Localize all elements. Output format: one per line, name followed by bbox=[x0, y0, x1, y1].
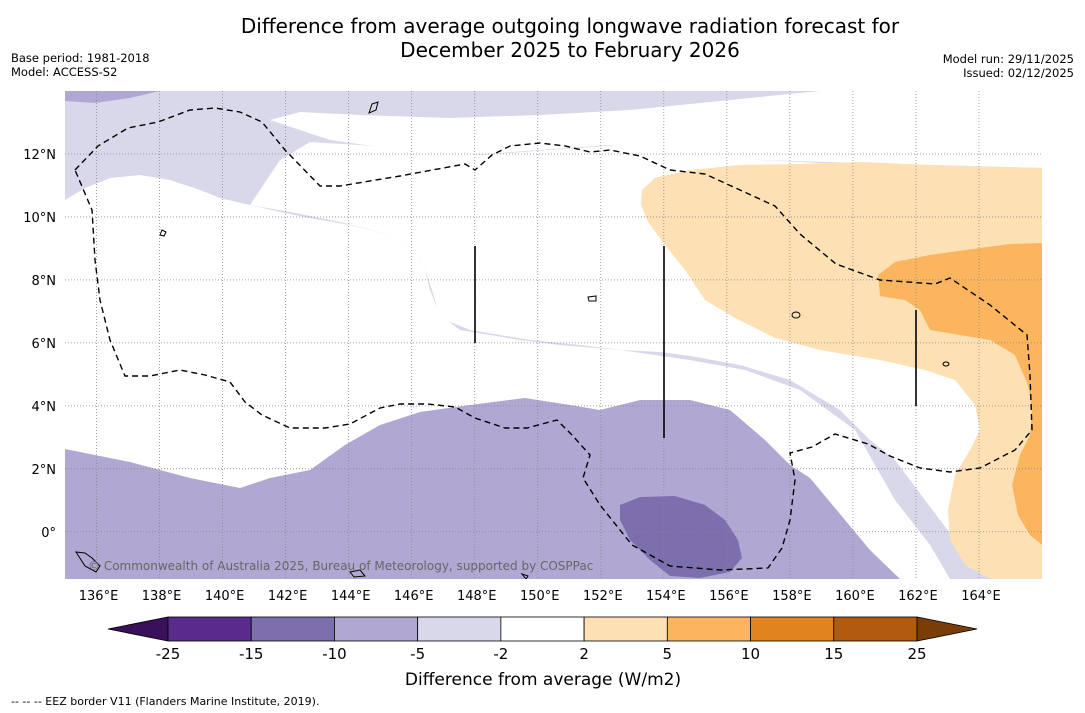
lat-tick-label: 6°N bbox=[32, 337, 57, 352]
lon-tick-label: 140°E bbox=[205, 589, 245, 604]
colorbar-extend-high bbox=[916, 616, 978, 642]
anomaly-field: © Commonwealth of Australia 2025, Bureau… bbox=[65, 91, 1042, 579]
island-yap bbox=[159, 229, 167, 237]
island-kosrae bbox=[942, 361, 950, 367]
base-period: Base period: 1981-2018 bbox=[11, 51, 150, 65]
lon-tick-labels: 136°E 138°E 140°E 142°E 144°E 146°E 148°E 150°E… bbox=[79, 589, 1001, 604]
colorbar-tick-label: -2 bbox=[493, 645, 508, 663]
island-new-ireland bbox=[520, 572, 529, 579]
island-outlines bbox=[75, 101, 950, 579]
lon-tick-label: 150°E bbox=[520, 589, 560, 604]
anomaly-region-medium-purple-nw bbox=[65, 91, 160, 103]
meta-left: Base period: 1981-2018 Model: ACCESS-S2 bbox=[11, 51, 150, 79]
colorbar-tick-label: 25 bbox=[907, 645, 926, 663]
colorbar-tick-label: 10 bbox=[741, 645, 760, 663]
eez-border-west bbox=[74, 107, 1033, 571]
lat-tick-label: 4°N bbox=[32, 400, 57, 415]
island-new-guinea-coast bbox=[75, 551, 101, 573]
boundary-lines bbox=[474, 246, 917, 438]
lon-tick-label: 164°E bbox=[961, 589, 1001, 604]
copyright-text: © Commonwealth of Australia 2025, Bureau… bbox=[88, 559, 593, 573]
colorbar-bin bbox=[417, 616, 502, 642]
lat-tick-labels: 12°N 10°N 8°N 6°N 4°N 2°N 0° bbox=[23, 148, 56, 541]
title-line-2: December 2025 to February 2026 bbox=[400, 38, 740, 62]
colorbar-bin bbox=[750, 616, 835, 642]
island-manus bbox=[349, 569, 366, 578]
eez-borders bbox=[74, 107, 1033, 571]
lat-tick-label: 8°N bbox=[32, 274, 57, 289]
lon-tick-label: 154°E bbox=[646, 589, 686, 604]
colorbar-tick-label: -15 bbox=[239, 645, 264, 663]
colorbar-tick-label: -25 bbox=[156, 645, 181, 663]
anomaly-region-medium-orange bbox=[878, 243, 1042, 545]
anomaly-region-white-hole bbox=[170, 193, 236, 243]
colorbar-bin bbox=[250, 616, 335, 642]
colorbar-bin bbox=[833, 616, 918, 642]
colorbar-extend-low bbox=[107, 616, 169, 642]
title-line-1: Difference from average outgoing longwav… bbox=[240, 14, 900, 38]
lon-tick-label: 142°E bbox=[268, 589, 308, 604]
lat-tick-label: 0° bbox=[41, 526, 56, 541]
anomaly-region-dark-purple bbox=[620, 496, 742, 578]
colorbar-tick-label: 5 bbox=[663, 645, 673, 663]
colorbar-bin bbox=[583, 616, 668, 642]
issued-date: Issued: 02/12/2025 bbox=[963, 66, 1074, 80]
lon-tick-label: 162°E bbox=[898, 589, 938, 604]
colorbar-bin bbox=[666, 616, 751, 642]
lon-tick-label: 148°E bbox=[457, 589, 497, 604]
colorbar-label: Difference from average (W/m2) bbox=[405, 670, 681, 690]
lon-tick-label: 160°E bbox=[835, 589, 875, 604]
lon-tick-label: 138°E bbox=[142, 589, 182, 604]
lon-tick-label: 158°E bbox=[772, 589, 812, 604]
meta-right: Model run: 29/11/2025 Issued: 02/12/2025 bbox=[943, 52, 1074, 80]
model-name: Model: ACCESS-S2 bbox=[11, 65, 118, 79]
lat-tick-label: 2°N bbox=[32, 463, 57, 478]
lon-tick-label: 146°E bbox=[394, 589, 434, 604]
island-pohnpei bbox=[791, 311, 801, 319]
colorbar: -25 -15 -10 -5 -2 2 5 10 15 25 bbox=[107, 616, 978, 663]
island-chuuk bbox=[587, 295, 597, 302]
chart-title: Difference from average outgoing longwav… bbox=[170, 14, 970, 62]
colorbar-bin bbox=[334, 616, 419, 642]
colorbar-tick-label: 2 bbox=[579, 645, 589, 663]
lat-tick-label: 10°N bbox=[23, 211, 56, 226]
lat-tick-label: 12°N bbox=[23, 148, 56, 163]
colorbar-tick-label: -5 bbox=[410, 645, 425, 663]
lon-tick-label: 156°E bbox=[709, 589, 749, 604]
lon-tick-label: 144°E bbox=[331, 589, 371, 604]
graticule bbox=[65, 91, 1042, 579]
colorbar-tick-label: 15 bbox=[824, 645, 843, 663]
lon-tick-label: 136°E bbox=[79, 589, 119, 604]
colorbar-tick-label: -10 bbox=[322, 645, 347, 663]
island-guam bbox=[368, 101, 379, 114]
eez-legend-note: -- -- -- EEZ border V11 (Flanders Marine… bbox=[11, 695, 320, 708]
colorbar-bin bbox=[167, 616, 252, 642]
model-run: Model run: 29/11/2025 bbox=[942, 52, 1074, 66]
lon-tick-label: 152°E bbox=[583, 589, 623, 604]
anomaly-region-white-north bbox=[270, 91, 1042, 168]
colorbar-bin bbox=[500, 616, 585, 642]
